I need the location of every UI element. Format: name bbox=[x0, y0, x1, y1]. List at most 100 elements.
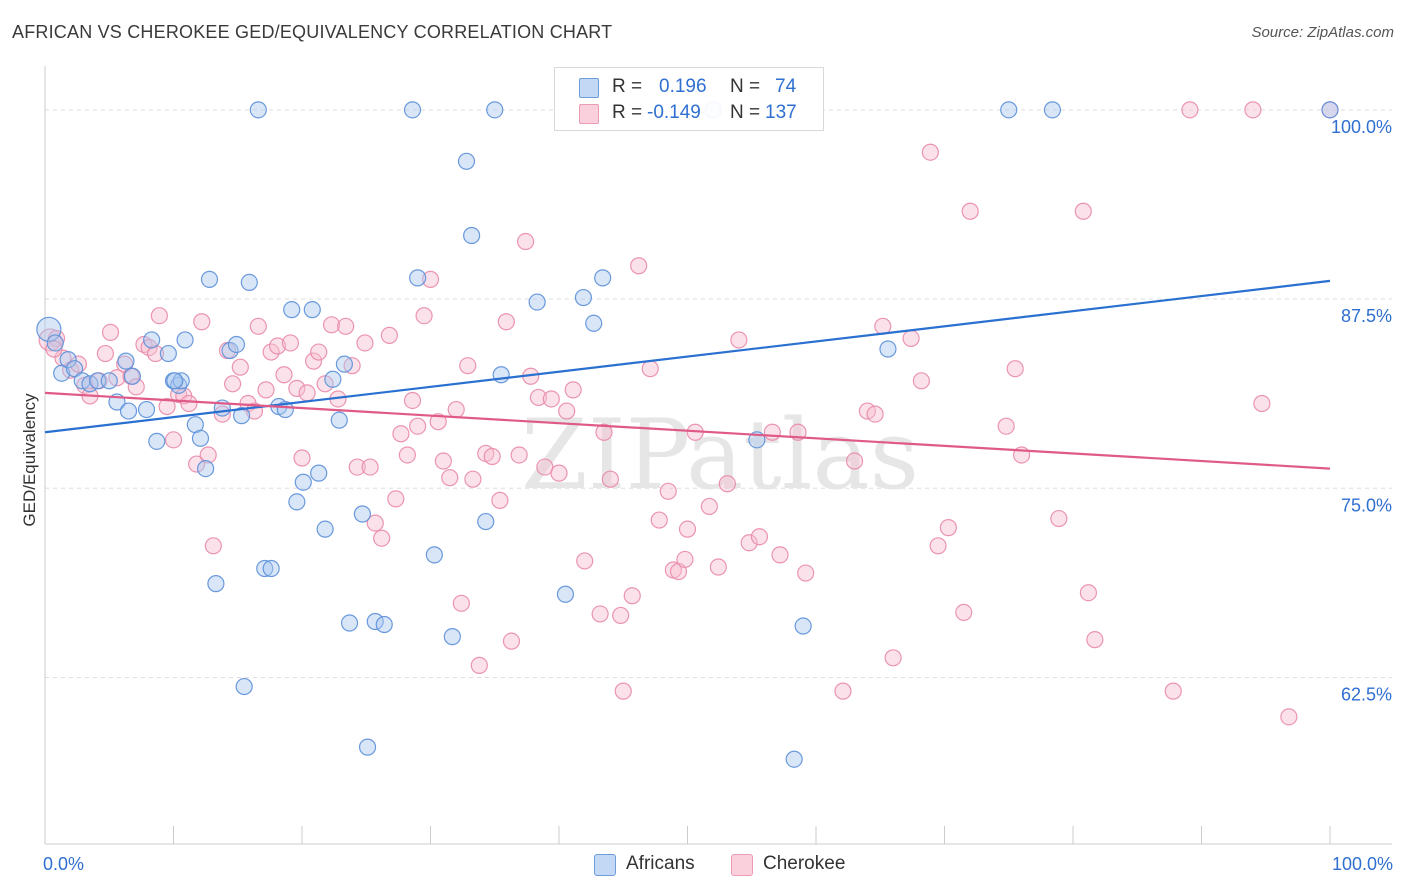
cherokee-point bbox=[1086, 631, 1104, 649]
cherokee-point bbox=[591, 605, 609, 623]
cherokee-point bbox=[262, 343, 280, 361]
y-axis-label: GED/Equivalency bbox=[20, 393, 39, 527]
cherokee-point bbox=[659, 482, 677, 500]
cherokee-point bbox=[268, 337, 287, 355]
cherokee-point bbox=[1164, 682, 1182, 700]
african-point bbox=[276, 400, 294, 419]
cherokee-point bbox=[288, 379, 306, 397]
cherokee-point bbox=[249, 317, 267, 335]
cherokee-point bbox=[1253, 394, 1271, 413]
series-swatch-cherokee bbox=[731, 854, 753, 876]
cherokee-point bbox=[348, 458, 366, 476]
cherokee-point bbox=[595, 423, 613, 441]
african-point bbox=[358, 738, 377, 756]
x-tick-label: 100.0% bbox=[1332, 854, 1393, 874]
cherokee-point bbox=[150, 307, 168, 325]
series-label-cherokee: Cherokee bbox=[763, 853, 846, 874]
cherokee-point bbox=[884, 649, 902, 667]
cherokee-point bbox=[96, 344, 114, 363]
cherokee-point bbox=[127, 378, 145, 396]
cherokee-point bbox=[483, 447, 501, 466]
legend-r-value: 0.196 bbox=[659, 76, 707, 97]
african-point bbox=[148, 432, 166, 450]
cherokee-point bbox=[750, 528, 769, 546]
cherokee-point bbox=[497, 313, 515, 331]
cherokee-point bbox=[298, 384, 316, 402]
cherokee-point bbox=[491, 491, 509, 509]
watermark: ZIPatlas bbox=[521, 399, 919, 511]
legend-n-value: 74 bbox=[775, 76, 797, 97]
african-point bbox=[249, 101, 267, 119]
african-point bbox=[409, 269, 427, 287]
legend-n-label: N = bbox=[730, 102, 761, 123]
axes bbox=[44, 66, 1392, 845]
cherokee-point bbox=[997, 417, 1015, 435]
african-point bbox=[288, 493, 306, 511]
legend-row-cherokee: R = -0.149 N = 137 bbox=[555, 100, 823, 126]
cherokee-point bbox=[373, 529, 391, 547]
cherokee-point bbox=[902, 329, 920, 348]
cherokee-point bbox=[398, 446, 416, 464]
cherokee-point bbox=[470, 656, 488, 674]
cherokee-point bbox=[676, 550, 694, 569]
cherokee-point bbox=[939, 519, 957, 537]
african-point bbox=[556, 585, 575, 603]
cherokee-point bbox=[1181, 101, 1199, 119]
african-point bbox=[310, 464, 328, 482]
african-point bbox=[207, 575, 225, 593]
cherokee-point bbox=[678, 520, 697, 538]
cherokee-point bbox=[641, 360, 659, 378]
cherokee-point bbox=[771, 546, 789, 564]
cherokee-point bbox=[709, 558, 727, 576]
legend-n-value: 137 bbox=[765, 102, 797, 123]
african-point bbox=[283, 301, 301, 319]
cherokee-point bbox=[101, 323, 120, 341]
african-point bbox=[119, 402, 138, 420]
african-point bbox=[123, 367, 141, 385]
cherokee-point bbox=[502, 632, 521, 650]
legend-n-label: N = bbox=[730, 76, 761, 97]
cherokee-point bbox=[459, 357, 477, 375]
source-label: Source: ZipAtlas.com bbox=[1251, 24, 1394, 41]
cherokee-point bbox=[415, 307, 433, 325]
cherokee-point bbox=[434, 452, 452, 470]
african-point bbox=[240, 273, 258, 292]
african-point bbox=[353, 505, 371, 523]
cherokee-point bbox=[510, 446, 528, 464]
cherokee-point bbox=[304, 352, 323, 370]
cherokee-point bbox=[337, 317, 355, 335]
african-point bbox=[335, 355, 354, 373]
cherokee-point bbox=[180, 394, 198, 413]
cherokee-point bbox=[45, 340, 63, 358]
african-point bbox=[191, 429, 210, 447]
african-point bbox=[65, 360, 84, 378]
african-point bbox=[172, 372, 190, 390]
cherokee-point bbox=[1050, 509, 1068, 528]
african-point bbox=[117, 352, 135, 370]
cherokee-point bbox=[204, 537, 222, 555]
african-point bbox=[443, 628, 461, 646]
cherokee-point bbox=[421, 270, 440, 288]
x-tick-label: 0.0% bbox=[43, 854, 84, 874]
cherokee-point bbox=[630, 257, 648, 275]
cherokee-point bbox=[409, 417, 427, 435]
cherokee-points bbox=[38, 101, 1339, 726]
african-point bbox=[463, 226, 481, 245]
cherokee-point bbox=[356, 334, 374, 352]
correlation-legend: R = 0.196 N = 74 R = -0.149 N = 137 bbox=[554, 67, 824, 131]
cherokee-point bbox=[845, 452, 864, 470]
y-tick-label: 87.5% bbox=[1341, 306, 1392, 326]
cherokee-point bbox=[718, 475, 736, 493]
cherokee-point bbox=[392, 425, 410, 443]
african-point bbox=[221, 341, 239, 360]
african-point bbox=[137, 400, 156, 419]
cherokee-point bbox=[797, 564, 815, 582]
legend-swatch-africans bbox=[579, 78, 599, 98]
african-point bbox=[59, 351, 77, 369]
african-point bbox=[477, 512, 495, 531]
cherokee-point bbox=[834, 682, 852, 700]
cherokee-point bbox=[293, 449, 311, 467]
cherokee-point bbox=[550, 464, 568, 482]
legend-row-africans: R = 0.196 N = 74 bbox=[555, 74, 823, 100]
cherokee-point bbox=[623, 587, 641, 605]
